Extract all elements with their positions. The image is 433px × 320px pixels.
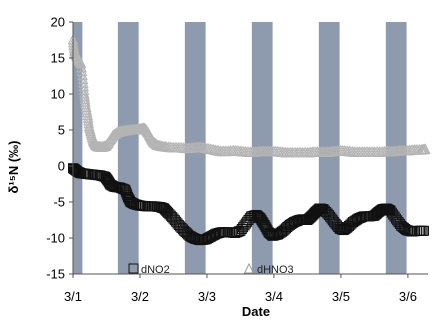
x-tick-label: 3/2: [131, 289, 149, 304]
data-point-dHNO3: [80, 101, 92, 112]
data-point-dNO2: [162, 206, 173, 217]
y-tick-label: 20: [51, 15, 65, 30]
y-tick-label: -10: [46, 231, 65, 246]
night-band: [184, 22, 206, 274]
night-band: [117, 22, 139, 274]
data-point-dHNO3: [79, 93, 91, 104]
x-tick-label: 3/5: [332, 289, 350, 304]
y-tick-label: 10: [51, 87, 65, 102]
data-point-dHNO3: [81, 104, 93, 115]
legend: dNO2 dHNO3: [128, 262, 294, 276]
y-tick-label: 0: [58, 159, 65, 174]
data-point-dHNO3: [80, 95, 91, 107]
x-axis-title: Date: [242, 304, 270, 319]
y-tick-label: 5: [58, 123, 65, 138]
data-point-dHNO3: [420, 143, 431, 154]
legend-label-dNO2: dNO2: [141, 264, 170, 276]
y-tick-label: -15: [46, 267, 65, 282]
data-point-dNO2: [128, 198, 139, 209]
x-tick-label: 3/1: [64, 289, 82, 304]
night-band: [73, 22, 83, 274]
data-point-dHNO3: [78, 84, 90, 95]
legend-label-dHNO3: dHNO3: [257, 264, 294, 276]
x-tick-label: 3/3: [198, 289, 216, 304]
y-tick-label: 15: [51, 51, 65, 66]
x-tick-label: 3/6: [399, 289, 417, 304]
x-tick-label: 3/4: [265, 289, 283, 304]
y-tick-label: -5: [53, 195, 65, 210]
legend-marker-dHNO3: [243, 262, 255, 274]
data-point-dHNO3: [81, 106, 93, 118]
data-point-dNO2: [120, 184, 131, 195]
y-axis-title: δ¹⁵N (‰): [6, 141, 21, 194]
series-dHNO3: [67, 33, 431, 158]
legend-marker-dNO2: [128, 263, 139, 274]
data-point-dNO2: [418, 225, 429, 236]
data-point-dHNO3: [80, 98, 92, 110]
series-dNO2: [68, 163, 429, 246]
